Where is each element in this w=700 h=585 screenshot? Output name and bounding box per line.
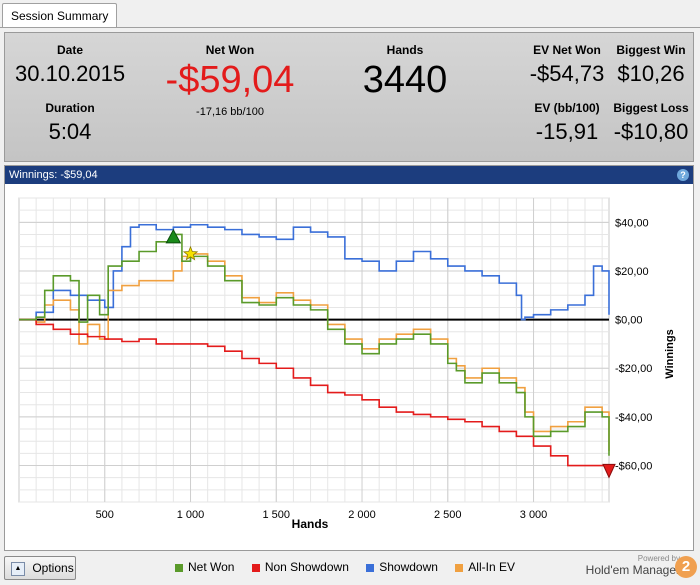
legend-item-all-in-ev[interactable]: All-In EV bbox=[455, 560, 515, 574]
x-tick-label: 1 500 bbox=[263, 509, 291, 521]
legend-item-non-showdown[interactable]: Non Showdown bbox=[251, 560, 349, 574]
net-won-stat: Net Won -$59,04 -17,16 bb/100 bbox=[150, 43, 310, 118]
x-tick-label: 3 000 bbox=[520, 509, 548, 521]
date-label: Date bbox=[56, 43, 83, 57]
legend-label: Showdown bbox=[379, 560, 438, 574]
star-marker bbox=[182, 245, 199, 261]
biggest-win-label: Biggest Win bbox=[616, 43, 686, 57]
ev-bb100-label: EV (bb/100) bbox=[534, 101, 600, 115]
duration-label: Duration bbox=[45, 101, 95, 115]
duration-value: 5:04 bbox=[48, 119, 92, 144]
y-tick-label: $20,00 bbox=[615, 266, 649, 278]
chart-grid bbox=[18, 197, 610, 503]
winnings-chart-panel: Winnings: -$59,04 ? 500 1 000 1 500 2 000 2 … bbox=[4, 165, 694, 551]
x-tick-label: 2 500 bbox=[434, 509, 462, 521]
x-tick-label: 1 000 bbox=[177, 509, 205, 521]
x-tick-labels: 500 1 000 1 500 2 000 2 500 3 000 bbox=[96, 509, 548, 521]
date-value: 30.10.2015 bbox=[15, 61, 126, 86]
tab-session-summary[interactable]: Session Summary bbox=[2, 3, 118, 28]
hands-value: 3440 bbox=[362, 59, 448, 101]
options-button[interactable]: ▲ Options bbox=[4, 556, 76, 580]
y-tick-label: -$40,00 bbox=[615, 412, 652, 424]
y-tick-label: $0,00 bbox=[615, 315, 643, 327]
ev-bb100-value: -15,91 bbox=[535, 119, 599, 144]
legend-item-net-won[interactable]: Net Won bbox=[175, 560, 234, 574]
options-arrow-icon: ▲ bbox=[11, 561, 25, 576]
y-axis-label: Winnings bbox=[664, 329, 676, 378]
legend-item-showdown[interactable]: Showdown bbox=[366, 560, 438, 574]
biggest-loss-stat: Biggest Loss -$10,80 bbox=[611, 101, 691, 145]
net-won-bb100: -17,16 bb/100 bbox=[196, 106, 264, 118]
legend-swatch bbox=[175, 563, 183, 572]
session-summary-panel: Date 30.10.2015 Duration 5:04 Net Won -$… bbox=[4, 32, 694, 162]
y-tick-label: -$20,00 bbox=[615, 363, 652, 375]
x-tick-label: 500 bbox=[96, 509, 114, 521]
y-tick-label: -$60,00 bbox=[615, 461, 652, 473]
tab-bar: Session Summary bbox=[0, 0, 700, 28]
chart-header: Winnings: -$59,04 ? bbox=[5, 166, 693, 184]
plot-area bbox=[18, 197, 610, 503]
footer: ▲ Options Net Won Non Showdown Showdown … bbox=[0, 550, 700, 585]
legend-swatch bbox=[366, 563, 375, 572]
tab-underline bbox=[0, 27, 700, 28]
legend-label: Non Showdown bbox=[264, 560, 349, 574]
series-line-net-won bbox=[19, 233, 610, 456]
net-won-label: Net Won bbox=[205, 43, 255, 57]
biggest-win-marker bbox=[165, 228, 182, 244]
hands-stat: Hands 3440 bbox=[345, 43, 465, 102]
biggest-win-stat: Biggest Win $10,26 bbox=[611, 43, 691, 87]
options-label: Options bbox=[32, 561, 74, 575]
biggest-win-value: $10,26 bbox=[617, 61, 685, 86]
winnings-chart: 500 1 000 1 500 2 000 2 500 3 000 $40,00 $20,0… bbox=[18, 197, 676, 531]
ev-net-won-stat: EV Net Won -$54,73 bbox=[523, 43, 611, 87]
y-tick-label: $40,00 bbox=[615, 217, 649, 229]
y-tick-labels: $40,00 $20,00 $0,00 -$20,00 -$40,00 -$60,00 bbox=[615, 217, 652, 472]
chart-series bbox=[19, 223, 610, 471]
ev-net-won-label: EV Net Won bbox=[533, 43, 601, 57]
series-line-non-showdown bbox=[19, 318, 610, 471]
duration-stat: Duration 5:04 bbox=[15, 101, 125, 145]
hem2-logo-icon: 2 bbox=[675, 556, 697, 578]
net-won-value: -$59,04 bbox=[165, 59, 295, 101]
chart-markers bbox=[165, 228, 616, 479]
powered-by-text: Powered by bbox=[637, 554, 680, 563]
chart-title: Winnings: -$59,04 bbox=[9, 169, 98, 181]
end-marker bbox=[602, 463, 616, 479]
brand: Powered by Hold'em Manager 2 bbox=[585, 554, 697, 578]
brand-name: Hold'em Manager bbox=[585, 563, 680, 577]
ev-net-won-value: -$54,73 bbox=[529, 61, 605, 86]
x-axis-label: Hands bbox=[292, 517, 329, 531]
legend-label: Net Won bbox=[188, 560, 235, 574]
legend-label: All-In EV bbox=[468, 560, 515, 574]
x-tick-label: 2 000 bbox=[348, 509, 376, 521]
biggest-loss-label: Biggest Loss bbox=[613, 101, 689, 115]
chart-legend: Net Won Non Showdown Showdown All-In EV bbox=[175, 560, 529, 574]
ev-bb100-stat: EV (bb/100) -15,91 bbox=[523, 101, 611, 145]
legend-swatch bbox=[455, 563, 464, 572]
hands-label: Hands bbox=[386, 43, 424, 57]
biggest-loss-value: -$10,80 bbox=[613, 119, 689, 144]
legend-swatch bbox=[251, 563, 260, 572]
date-stat: Date 30.10.2015 bbox=[15, 43, 125, 87]
help-icon[interactable]: ? bbox=[677, 169, 689, 181]
